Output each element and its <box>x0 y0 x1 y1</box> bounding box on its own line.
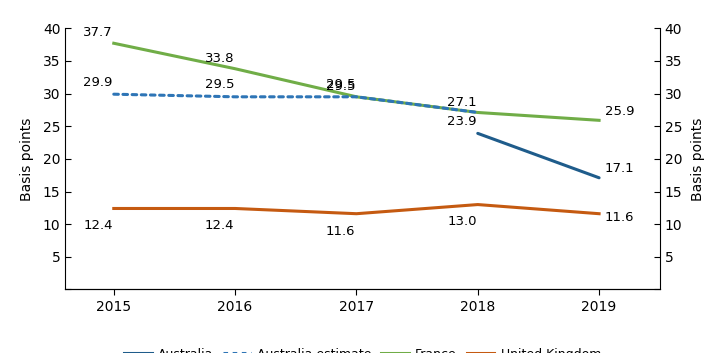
Text: 33.8: 33.8 <box>204 52 234 65</box>
Text: 13.0: 13.0 <box>447 215 477 228</box>
Text: 12.4: 12.4 <box>83 219 112 232</box>
Text: 37.7: 37.7 <box>83 26 113 39</box>
Text: 11.6: 11.6 <box>326 225 355 238</box>
Text: 27.1: 27.1 <box>447 96 477 108</box>
Text: 17.1: 17.1 <box>605 162 634 175</box>
Text: 11.6: 11.6 <box>605 211 634 224</box>
Text: 29.5: 29.5 <box>326 78 355 91</box>
Text: 23.9: 23.9 <box>447 115 477 128</box>
Text: 29.5: 29.5 <box>326 80 355 93</box>
Y-axis label: Basis points: Basis points <box>20 117 34 201</box>
Text: 25.9: 25.9 <box>605 105 634 118</box>
Y-axis label: Basis points: Basis points <box>691 117 705 201</box>
Legend: Australia, Australia estimate, France, United Kingdom: Australia, Australia estimate, France, U… <box>119 343 606 353</box>
Text: 12.4: 12.4 <box>204 219 234 232</box>
Text: 29.9: 29.9 <box>83 76 112 89</box>
Text: 29.5: 29.5 <box>204 78 234 91</box>
